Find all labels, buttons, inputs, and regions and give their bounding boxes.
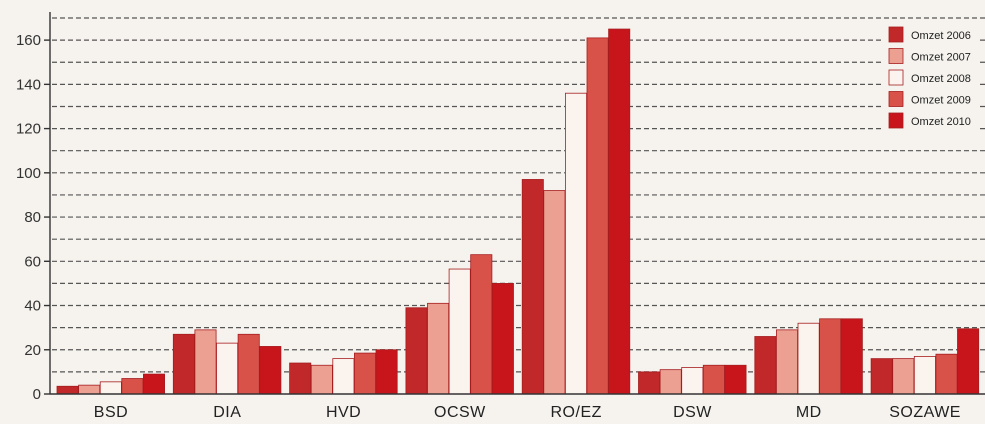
x-category-label: OCSW xyxy=(434,404,486,421)
legend-label: Omzet 2007 xyxy=(911,52,971,64)
bar xyxy=(259,346,282,395)
bar xyxy=(375,349,398,395)
bar xyxy=(332,358,355,395)
bar xyxy=(427,302,450,395)
bar xyxy=(310,364,333,395)
legend-label: Omzet 2008 xyxy=(911,73,971,85)
x-category-label: DSW xyxy=(673,404,712,421)
bar xyxy=(142,373,165,395)
bar xyxy=(172,333,195,395)
bar xyxy=(237,333,260,395)
x-category-label: HVD xyxy=(326,404,361,421)
legend-swatch xyxy=(888,26,904,43)
legend-label: Omzet 2010 xyxy=(911,116,971,128)
bar xyxy=(353,352,376,395)
y-tick-label: 160 xyxy=(16,32,41,49)
x-category-label: DIA xyxy=(213,404,241,421)
bar xyxy=(724,364,747,395)
bar xyxy=(776,329,799,395)
bar xyxy=(194,329,217,395)
bar xyxy=(491,283,514,395)
bar xyxy=(521,179,544,395)
legend-label: Omzet 2009 xyxy=(911,95,971,107)
bar xyxy=(797,322,820,395)
bar xyxy=(216,342,239,395)
legend-swatch xyxy=(888,48,904,64)
y-tick-label: 0 xyxy=(33,386,41,403)
x-axis: BSD DIA HVD OCSW RO/EZ DSW MD SOZAWE xyxy=(50,393,985,421)
legend-label: Omzet 2006 xyxy=(911,30,971,42)
bar xyxy=(840,318,863,395)
bar xyxy=(870,358,893,395)
bar xyxy=(543,190,566,395)
y-tick-label: 120 xyxy=(16,121,41,138)
legend-swatch xyxy=(888,112,904,129)
bar xyxy=(121,378,144,395)
bar xyxy=(448,268,471,395)
bar xyxy=(659,369,682,395)
grid-lines xyxy=(52,17,985,373)
bar xyxy=(470,254,493,395)
x-category-label: BSD xyxy=(94,404,128,421)
x-category-label: SOZAWE xyxy=(889,404,961,421)
bar xyxy=(681,367,704,395)
y-tick-label: 60 xyxy=(24,253,41,270)
bar xyxy=(78,384,101,395)
bar xyxy=(99,381,122,395)
bar xyxy=(935,353,958,395)
bar xyxy=(608,28,631,395)
bar xyxy=(754,336,777,395)
bar xyxy=(638,371,661,395)
bars xyxy=(56,28,980,395)
x-category-label: RO/EZ xyxy=(551,404,602,421)
y-tick-label: 40 xyxy=(24,298,41,315)
y-tick-label: 100 xyxy=(16,165,41,182)
bar xyxy=(56,385,79,395)
bar xyxy=(289,362,312,395)
legend-swatch xyxy=(888,91,904,107)
y-tick-label: 140 xyxy=(16,76,41,93)
bar xyxy=(405,307,428,395)
bar xyxy=(702,364,725,395)
bar xyxy=(957,328,980,395)
bar xyxy=(892,358,915,395)
bar xyxy=(565,92,588,395)
legend-swatch xyxy=(888,69,904,86)
y-axis: 0 20 40 60 80 100 120 140 160 xyxy=(16,12,51,403)
legend: Omzet 2006 Omzet 2007 Omzet 2008 Omzet 2009… xyxy=(884,22,980,134)
y-tick-label: 80 xyxy=(24,209,41,226)
x-category-label: MD xyxy=(796,404,822,421)
bar xyxy=(586,37,609,395)
y-tick-label: 20 xyxy=(24,342,41,359)
bar xyxy=(913,355,936,395)
bar xyxy=(819,318,842,395)
